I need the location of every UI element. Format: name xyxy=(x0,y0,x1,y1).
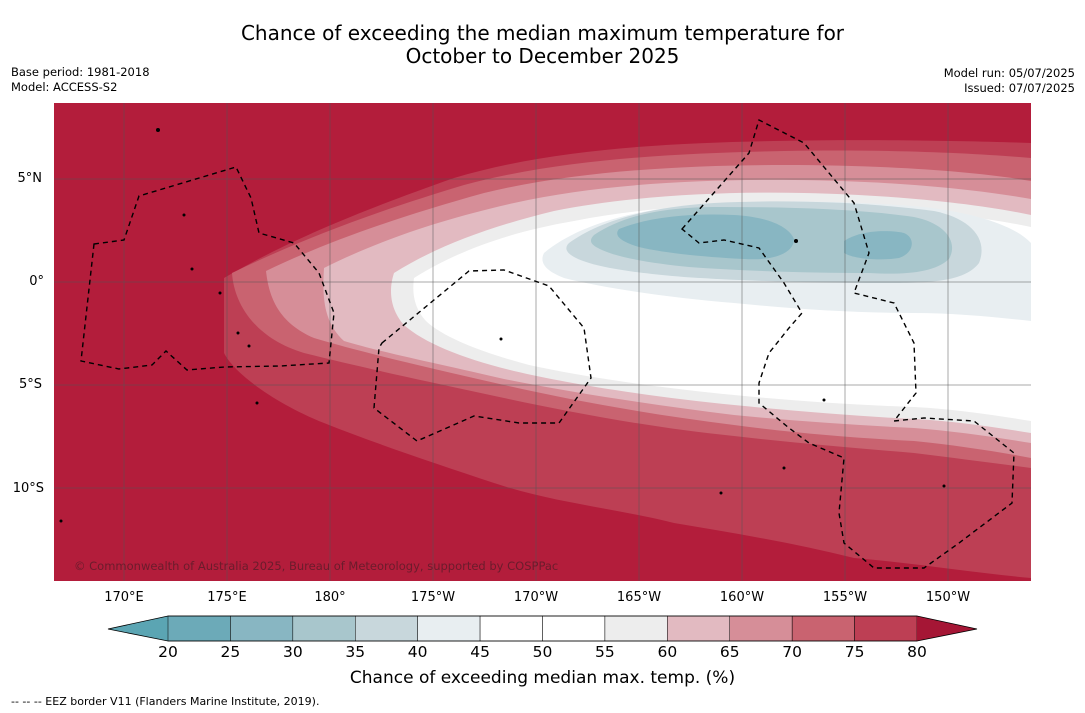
colorbar-cell xyxy=(355,615,418,642)
colorbar xyxy=(107,615,978,642)
lat-label-0: 0° xyxy=(29,274,44,289)
gridlines xyxy=(54,103,1031,581)
colorbar-cell xyxy=(479,615,543,642)
colorbar-tick-label: 25 xyxy=(220,643,241,661)
colorbar-tick-label: 20 xyxy=(158,643,178,661)
contour-25 xyxy=(617,214,794,260)
model-name: Model: ACCESS-S2 xyxy=(11,80,118,94)
copyright-notice: © Commonwealth of Australia 2025, Bureau… xyxy=(74,559,559,573)
lon-label-175e: 175°E xyxy=(207,590,247,605)
colorbar-cells xyxy=(167,615,918,642)
colorbar-cell xyxy=(854,615,918,642)
eez-footnote: -- -- -- EEZ border V11 (Flanders Marine… xyxy=(11,695,320,708)
islands xyxy=(59,128,946,523)
model-run: Model run: 05/07/2025 xyxy=(943,66,1075,80)
colorbar-tick-label: 45 xyxy=(470,643,490,661)
colorbar-tick-label: 55 xyxy=(595,643,615,661)
lon-label-155w: 155°W xyxy=(822,590,868,605)
colorbar-tick-label: 30 xyxy=(282,643,303,661)
lon-label-175w: 175°W xyxy=(410,590,456,605)
issued-date: Issued: 07/07/2025 xyxy=(964,81,1075,95)
lon-label-170e: 170°E xyxy=(104,590,144,605)
chart-title-line1: Chance of exceeding the median maximum t… xyxy=(240,21,845,45)
colorbar-tick-label: 35 xyxy=(345,643,366,661)
lon-label-180: 180° xyxy=(314,590,346,605)
forecast-map xyxy=(54,103,1031,581)
meta-right: Model run: 05/07/2025 Issued: 07/07/2025 xyxy=(944,66,1075,96)
colorbar-cell xyxy=(542,615,606,642)
colorbar-low-extension xyxy=(108,616,168,641)
contour-25b xyxy=(844,231,912,260)
colorbar-tick-label: 75 xyxy=(844,643,865,661)
chart-title-line2: October to December 2025 xyxy=(405,44,680,68)
colorbar-cell xyxy=(667,615,730,642)
colorbar-cell xyxy=(791,615,855,642)
colorbar-cell xyxy=(167,615,231,642)
colorbar-tick-label: 70 xyxy=(782,643,803,661)
lon-label-170w: 170°W xyxy=(513,590,559,605)
colorbar-outline xyxy=(107,615,978,642)
colorbar-tick-label: 40 xyxy=(407,643,428,661)
colorbar-tick-label: 65 xyxy=(719,643,740,661)
colorbar-cell xyxy=(417,615,481,642)
colorbar-cell xyxy=(230,615,294,642)
colorbar-cell xyxy=(292,615,356,642)
eez-borders xyxy=(80,118,1015,569)
colorbar-cell xyxy=(729,615,793,642)
colorbar-title: Chance of exceeding median max. temp. (%… xyxy=(349,668,736,688)
lat-label-10s: 10°S xyxy=(12,481,44,496)
lon-label-165w: 165°W xyxy=(616,590,662,605)
lon-label-160w: 160°W xyxy=(719,590,765,605)
colorbar-tick-label: 80 xyxy=(907,643,927,661)
colorbar-tick-label: 60 xyxy=(657,643,678,661)
lat-label-5s: 5°S xyxy=(18,377,42,392)
lon-label-150w: 150°W xyxy=(925,590,971,605)
meta-left: Base period: 1981-2018 Model: ACCESS-S2 xyxy=(11,65,150,95)
lat-label-5n: 5°N xyxy=(17,171,43,186)
colorbar-tick-label: 50 xyxy=(532,643,553,661)
base-period: Base period: 1981-2018 xyxy=(11,65,150,79)
colorbar-cell xyxy=(604,615,668,642)
colorbar-high-extension xyxy=(917,616,977,641)
